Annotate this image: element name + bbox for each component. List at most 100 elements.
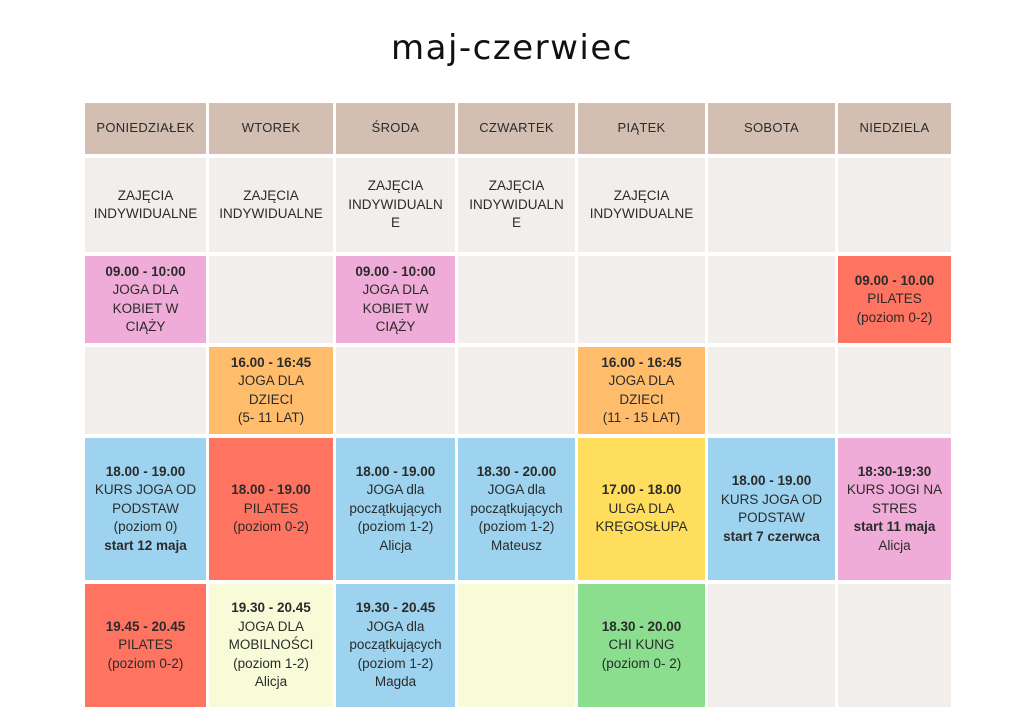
- empty-cell: [838, 347, 951, 434]
- class-time: 18:30-19:30: [857, 463, 932, 479]
- class-text-line: (poziom 0-2): [107, 655, 184, 671]
- class-text-line: KOBIET W: [362, 300, 429, 316]
- class-text-line: (11 - 15 LAT): [602, 410, 681, 425]
- day-header-wednesday: ŚRODA: [336, 103, 455, 154]
- class-time: 09.00 - 10:00: [355, 263, 436, 279]
- class-text-line: INDYWIDUALNE: [93, 206, 198, 221]
- empty-cell: [838, 584, 951, 707]
- day-header-sunday: NIEDZIELA: [838, 103, 951, 154]
- class-text-line: CIĄŻY: [125, 319, 166, 334]
- class-text-line: ZAJĘCIA: [243, 187, 299, 203]
- class-text-line: CHI KUNG: [608, 637, 675, 653]
- class-time: 18.30 - 20.00: [601, 618, 682, 634]
- class-start-date: start 11 maja: [853, 519, 936, 535]
- class-text-line: PILATES: [118, 637, 173, 653]
- schedule-cell: 16.00 - 16:45 JOGA DLA DZIECI (11 - 15 LAT): [578, 347, 705, 434]
- class-text-line: CIĄŻY: [375, 319, 416, 334]
- class-text-line: INDYWIDUALN: [469, 196, 564, 212]
- empty-cell: [578, 256, 705, 343]
- class-text-line: KURS JOGI NA: [846, 482, 943, 498]
- schedule-cell: 19.45 - 20.45 PILATES (poziom 0-2): [85, 584, 206, 707]
- day-header-thursday: CZWARTEK: [458, 103, 575, 154]
- schedule-grid: PONIEDZIAŁEK WTOREK ŚRODA CZWARTEK PIĄTE…: [85, 103, 951, 707]
- class-time: 19.30 - 20.45: [231, 600, 311, 616]
- class-text-line: (poziom 1-2): [357, 655, 434, 671]
- class-text-line: JOGA dla: [487, 482, 546, 498]
- schedule-cell: 19.30 - 20.45 JOGA dla początkujących (pozi…: [336, 584, 455, 707]
- class-text-line: PILATES: [867, 291, 922, 307]
- class-start-date: start 7 czerwca: [723, 528, 820, 544]
- class-time: 18.00 - 19.00: [105, 463, 186, 479]
- empty-cell: [458, 347, 575, 434]
- day-header-tuesday: WTOREK: [209, 103, 333, 154]
- class-text-line: ZAJĘCIA: [613, 187, 670, 203]
- class-text-line: (poziom 1-2): [478, 519, 555, 535]
- empty-cell: [85, 347, 206, 434]
- class-text-line: KURS JOGA OD: [720, 491, 823, 507]
- day-header-saturday: SOBOTA: [708, 103, 835, 154]
- class-text-line: Alicja: [379, 537, 412, 553]
- class-text-line: JOGA DLA: [237, 618, 305, 634]
- class-time: 18.30 - 20.00: [476, 463, 557, 479]
- class-text-line: DZIECI: [248, 391, 294, 407]
- empty-cell: [708, 256, 835, 343]
- class-time: 09.00 - 10:00: [105, 263, 186, 279]
- class-time: 16.00 - 16:45: [230, 354, 312, 370]
- class-text-line: MOBILNOŚCI: [228, 637, 314, 653]
- class-text-line: JOGA DLA: [237, 373, 305, 388]
- class-text-line: (poziom 0-2): [856, 309, 933, 325]
- class-start-date: start 12 maja: [104, 537, 187, 553]
- empty-cell: [458, 584, 575, 707]
- class-time: 09.00 - 10.00: [854, 272, 935, 288]
- class-text-line: JOGA dla: [366, 618, 425, 634]
- schedule-cell: 17.00 - 18.00 ULGA DLA KRĘGOSŁUPA: [578, 438, 705, 580]
- class-text-line: KOBIET W: [112, 300, 179, 316]
- class-text-line: INDYWIDUALNE: [219, 206, 323, 221]
- class-text-line: początkujących: [349, 637, 442, 653]
- class-text-line: (poziom 0): [113, 519, 178, 535]
- class-text-line: JOGA dla: [366, 482, 425, 498]
- class-time: 18.00 - 19.00: [355, 463, 436, 479]
- schedule-cell: 18.30 - 20.00 JOGA dla początkujących (pozi…: [458, 438, 575, 580]
- schedule-cell: 09.00 - 10.00 PILATES (poziom 0-2): [838, 256, 951, 343]
- schedule-cell: 19.30 - 20.45 JOGA DLA MOBILNOŚCI (poziom 1…: [209, 584, 333, 707]
- class-text-line: (poziom 0-2): [233, 519, 309, 535]
- schedule-cell: ZAJĘCIA INDYWIDUALNE: [578, 158, 705, 252]
- class-text-line: PILATES: [243, 500, 299, 516]
- class-text-line: KRĘGOSŁUPA: [595, 519, 688, 535]
- class-text-line: początkujących: [470, 500, 563, 516]
- class-time: 16.00 - 16:45: [601, 354, 682, 370]
- class-time: 18.00 - 19.00: [231, 482, 311, 498]
- day-header-friday: PIĄTEK: [578, 103, 705, 154]
- class-text-line: ZAJĘCIA: [488, 178, 545, 194]
- schedule-cell: 09.00 - 10:00 JOGA DLA KOBIET W CIĄŻY: [85, 256, 206, 343]
- schedule-cell: ZAJĘCIA INDYWIDUALN E: [458, 158, 575, 252]
- schedule-cell: 09.00 - 10:00 JOGA DLA KOBIET W CIĄŻY: [336, 256, 455, 343]
- class-text-line: ZAJĘCIA: [117, 187, 174, 203]
- class-text-line: PODSTAW: [112, 500, 179, 516]
- empty-cell: [708, 158, 835, 252]
- empty-cell: [336, 347, 455, 434]
- class-text-line: ZAJĘCIA: [367, 178, 424, 194]
- class-text-line: KURS JOGA OD: [94, 482, 197, 498]
- class-text-line: E: [511, 215, 521, 231]
- schedule-cell: 18.00 - 19.00 KURS JOGA OD PODSTAW start 7 …: [708, 438, 835, 580]
- class-text-line: STRES: [871, 500, 917, 516]
- class-text-line: (5- 11 LAT): [237, 410, 305, 425]
- class-text-line: INDYWIDUALN: [348, 196, 443, 212]
- class-text-line: (poziom 1-2): [357, 519, 434, 535]
- schedule-cell: 18.00 - 19.00 PILATES (poziom 0-2): [209, 438, 333, 580]
- schedule-cell: 18.00 - 19.00 KURS JOGA OD PODSTAW (poziom …: [85, 438, 206, 580]
- schedule-cell: 18:30-19:30 KURS JOGI NA STRES start 11 maj…: [838, 438, 951, 580]
- class-text-line: JOGA DLA: [112, 282, 179, 297]
- schedule-cell: ZAJĘCIA INDYWIDUALNE: [209, 158, 333, 252]
- class-time: 19.30 - 20.45: [355, 600, 436, 616]
- empty-cell: [708, 584, 835, 707]
- class-time: 19.45 - 20.45: [105, 618, 186, 634]
- class-text-line: INDYWIDUALNE: [589, 206, 694, 221]
- class-time: 17.00 - 18.00: [601, 482, 682, 498]
- class-text-line: Magda: [374, 674, 417, 690]
- class-text-line: JOGA DLA: [608, 373, 675, 388]
- class-text-line: ULGA DLA: [608, 500, 675, 516]
